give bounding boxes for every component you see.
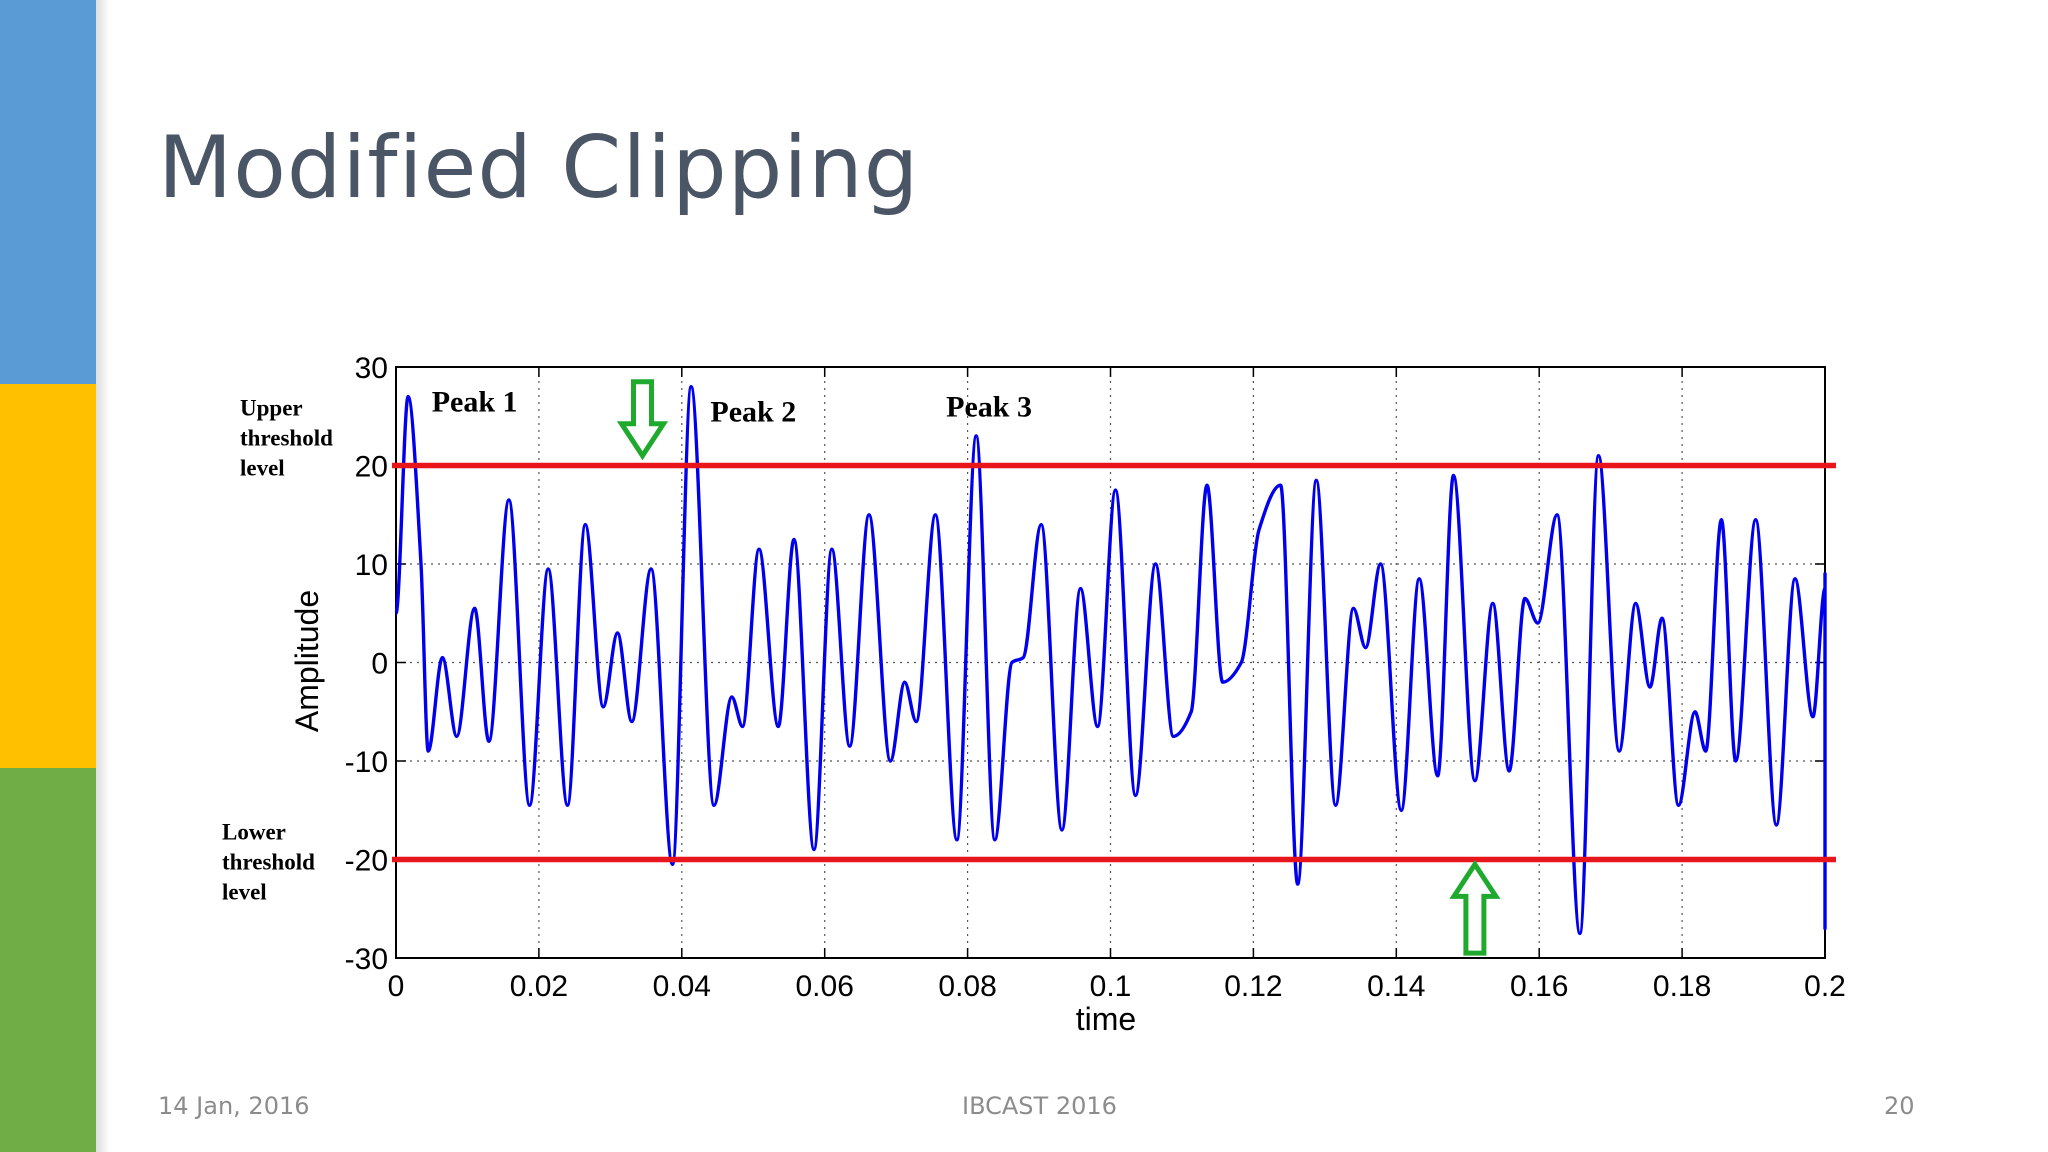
arrow-down-icon — [616, 379, 669, 461]
x-tick-label: 0.18 — [1653, 970, 1711, 1003]
upper-threshold-label: level — [240, 456, 285, 481]
footer-slide-number: 20 — [1884, 1092, 1915, 1120]
y-axis-title: Amplitude — [289, 590, 325, 732]
x-tick-label: 0.06 — [796, 970, 854, 1003]
footer-event: IBCAST 2016 — [962, 1092, 1117, 1120]
slide-title: Modified Clipping — [158, 118, 920, 218]
x-tick-label: 0.1 — [1090, 970, 1132, 1003]
peak-label: Peak 1 — [432, 385, 518, 418]
y-tick-label: -20 — [345, 845, 388, 878]
arrow-up-icon — [1449, 859, 1501, 956]
chart-tick-labels: 0 0.02 0.04 0.06 0.08 0.1 0.12 0.14 0.16 0.18 0.2 -… — [345, 352, 1846, 1003]
peak-labels: Peak 1 Peak 2 Peak 3 — [432, 385, 1032, 428]
accent-bar-shadow — [96, 0, 110, 1152]
upper-threshold-label: Upper — [240, 396, 303, 421]
footer-date: 14 Jan, 2016 — [158, 1092, 310, 1120]
lower-threshold-label: Lower — [222, 820, 286, 845]
x-tick-label: 0.2 — [1804, 970, 1846, 1003]
lower-threshold-label: level — [222, 880, 267, 905]
x-tick-label: 0.16 — [1510, 970, 1568, 1003]
x-tick-label: 0 — [388, 970, 405, 1003]
x-tick-label: 0.12 — [1224, 970, 1282, 1003]
accent-bar-blue — [0, 0, 96, 384]
y-tick-label: 20 — [355, 451, 388, 484]
upper-threshold-label: threshold — [240, 426, 333, 451]
peak-label: Peak 3 — [946, 390, 1032, 423]
threshold-labels: Upper threshold level Lower threshold level — [222, 396, 333, 905]
x-tick-label: 0.08 — [938, 970, 996, 1003]
peak-label: Peak 2 — [710, 395, 796, 428]
y-tick-label: 30 — [355, 352, 388, 385]
x-tick-label: 0.02 — [510, 970, 568, 1003]
x-tick-label: 0.04 — [653, 970, 711, 1003]
y-tick-label: 10 — [355, 549, 388, 582]
signal-line — [394, 385, 1827, 936]
annotation-arrows — [616, 379, 1501, 956]
lower-threshold-label: threshold — [222, 850, 315, 875]
y-tick-label: -30 — [345, 943, 388, 976]
threshold-lines — [392, 462, 1836, 863]
y-tick-label: 0 — [371, 648, 388, 681]
y-tick-label: -10 — [345, 746, 388, 779]
accent-bar-green — [0, 768, 96, 1152]
x-axis-title: time — [1076, 1001, 1136, 1037]
x-tick-label: 0.14 — [1367, 970, 1425, 1003]
accent-bar-yellow — [0, 384, 96, 768]
